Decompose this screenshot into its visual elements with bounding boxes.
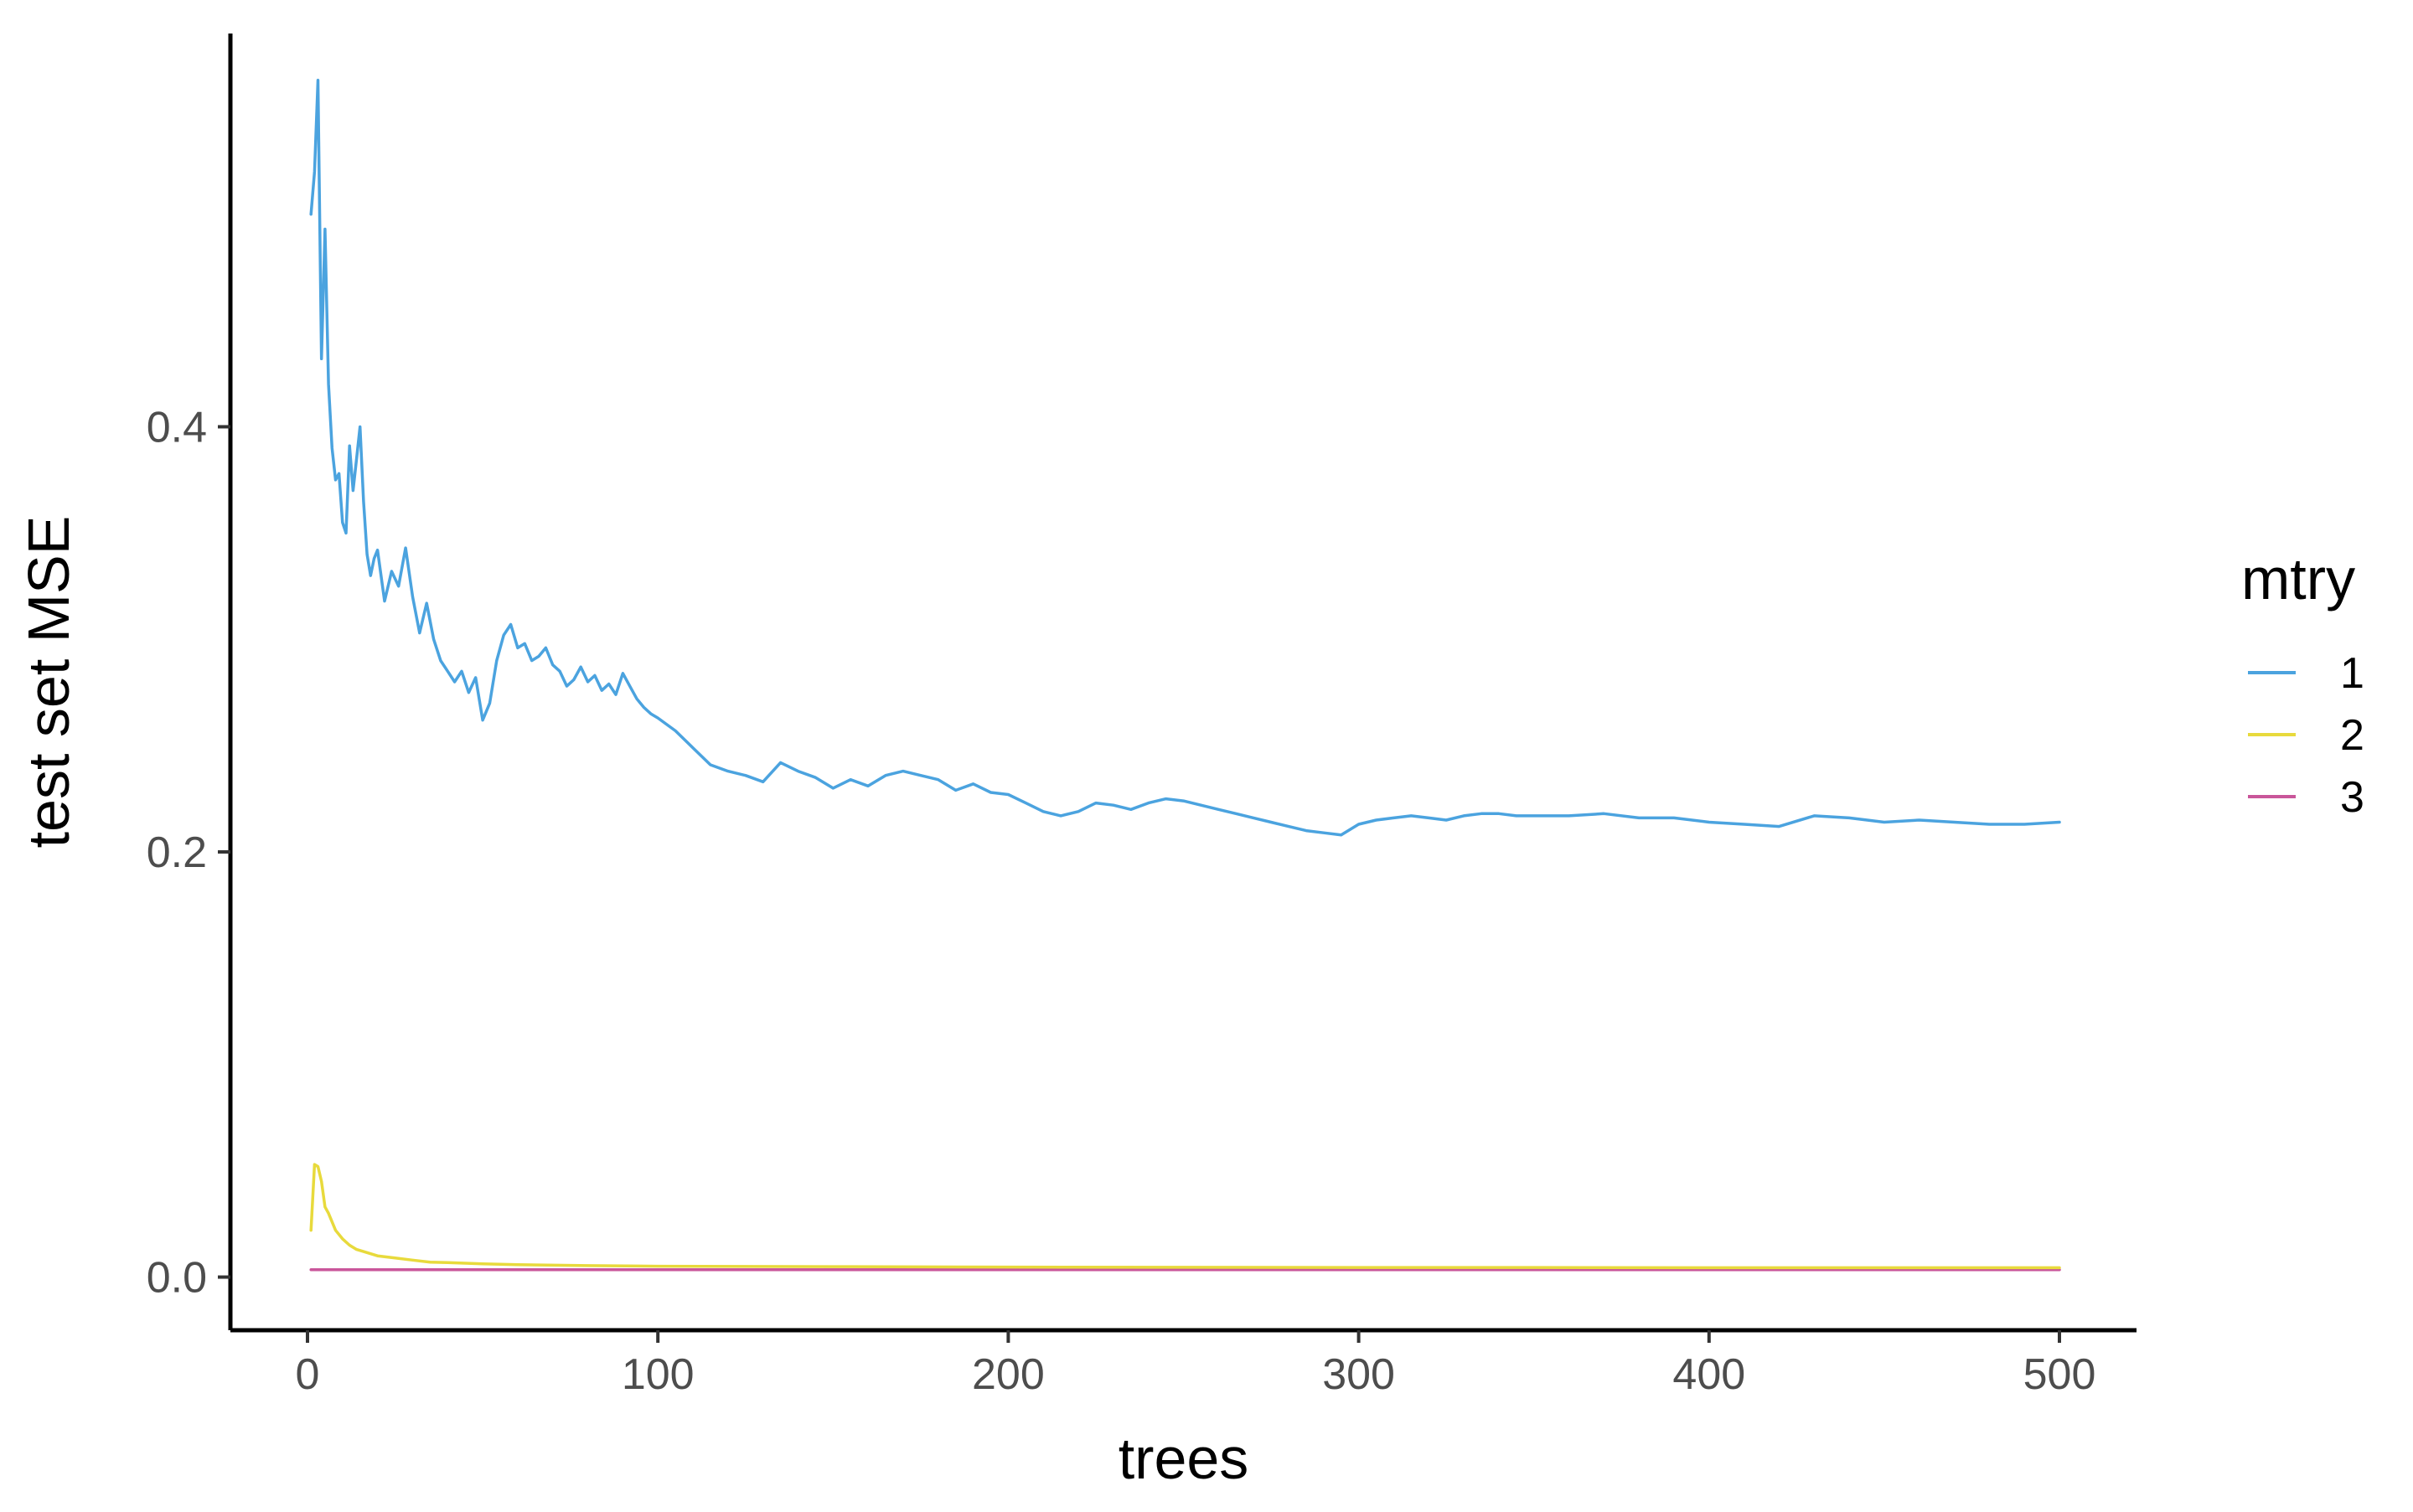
legend: mtry 1 2 3 xyxy=(2241,546,2364,822)
legend-label-mtry-2: 2 xyxy=(2340,711,2364,760)
legend-label-mtry-3: 3 xyxy=(2340,773,2364,822)
x-tick-label: 500 xyxy=(2023,1350,2096,1399)
x-axis-title: trees xyxy=(1119,1426,1249,1491)
plot-area xyxy=(309,79,2061,1272)
x-tick-label: 0 xyxy=(296,1350,320,1399)
y-tick-label: 0.2 xyxy=(147,828,207,877)
series-line-mtry-2 xyxy=(309,1163,2061,1270)
axes: 0 100 200 300 400 500 0.0 0.2 0.4 xyxy=(147,34,2137,1399)
x-tick-label: 100 xyxy=(622,1350,695,1399)
y-axis-title: test set MSE xyxy=(16,516,81,849)
legend-title: mtry xyxy=(2241,546,2355,612)
x-tick-label: 200 xyxy=(972,1350,1045,1399)
series-line-mtry-1 xyxy=(309,79,2061,837)
legend-label-mtry-1: 1 xyxy=(2340,649,2364,698)
x-tick-label: 300 xyxy=(1322,1350,1395,1399)
y-tick-label: 0.0 xyxy=(147,1254,207,1303)
y-tick-label: 0.4 xyxy=(147,403,207,452)
x-tick-label: 400 xyxy=(1672,1350,1745,1399)
